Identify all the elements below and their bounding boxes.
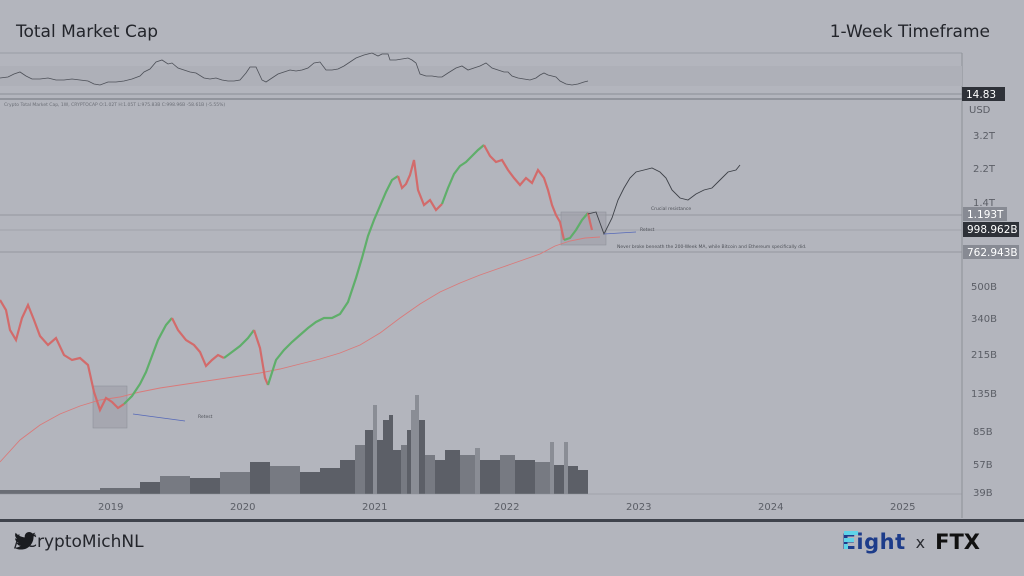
brand-separator: x <box>915 532 926 552</box>
volume-bars <box>0 395 588 494</box>
footer-divider <box>0 519 1024 522</box>
y-tick: 340B <box>971 314 997 325</box>
market-cap-chart: 14.83 Crypto Total Market Cap, 1W, CRYPT… <box>0 52 1019 518</box>
chart-area[interactable]: 14.83 Crypto Total Market Cap, 1W, CRYPT… <box>0 52 1024 518</box>
ftx-logo: FTX <box>843 530 980 554</box>
candles <box>0 144 594 413</box>
y-tick: 85B <box>973 427 993 438</box>
y-tick: 1.4T <box>973 198 996 209</box>
handle-text: / CryptoMichNL <box>14 532 144 552</box>
retest-label-right: Retest <box>640 227 655 233</box>
current-price-tag: 998.962B <box>967 224 1018 236</box>
currency-label: USD <box>969 105 991 116</box>
y-tick: 135B <box>971 389 997 400</box>
chart-title: Total Market Cap <box>16 22 159 42</box>
x-tick: 2024 <box>758 502 783 513</box>
y-tick: 39B <box>973 488 993 499</box>
y-tick: 2.2T <box>973 164 996 175</box>
retest-arrow-right <box>603 231 637 235</box>
y-tick: 215B <box>971 350 997 361</box>
retest-arrow-left <box>132 413 186 422</box>
indicator-pane: 14.83 <box>0 52 1005 101</box>
brand-logos: Eight x FTX <box>842 530 980 554</box>
ma200-note: Never broke beneath the 200-Week MA, whi… <box>617 244 806 250</box>
y-tick: 3.2T <box>973 131 996 142</box>
x-tick: 2023 <box>626 502 651 513</box>
legend-line: Crypto Total Market Cap, 1W, CRYPTOCAP O… <box>4 102 225 108</box>
x-tick: 2021 <box>362 502 387 513</box>
twitter-bird-icon <box>14 532 36 550</box>
x-tick: 2022 <box>494 502 519 513</box>
x-tick: 2025 <box>890 502 915 513</box>
x-tick: 2019 <box>98 502 123 513</box>
resistance-tag: 1.193T <box>967 209 1004 221</box>
retest-label-left: Retest <box>198 414 213 420</box>
crucial-resistance-label: Crucial resistance <box>651 206 691 212</box>
x-tick: 2020 <box>230 502 255 513</box>
indicator-value-tag: 14.83 <box>966 89 996 101</box>
support-tag: 762.943B <box>967 247 1018 259</box>
ftx-mark-icon <box>843 531 858 549</box>
timeframe-label: 1-Week Timeframe <box>829 22 990 42</box>
ftx-wordmark: FTX <box>935 530 980 554</box>
twitter-handle: / CryptoMichNL <box>14 532 144 552</box>
y-tick: 57B <box>973 460 993 471</box>
y-tick: 500B <box>971 282 997 293</box>
